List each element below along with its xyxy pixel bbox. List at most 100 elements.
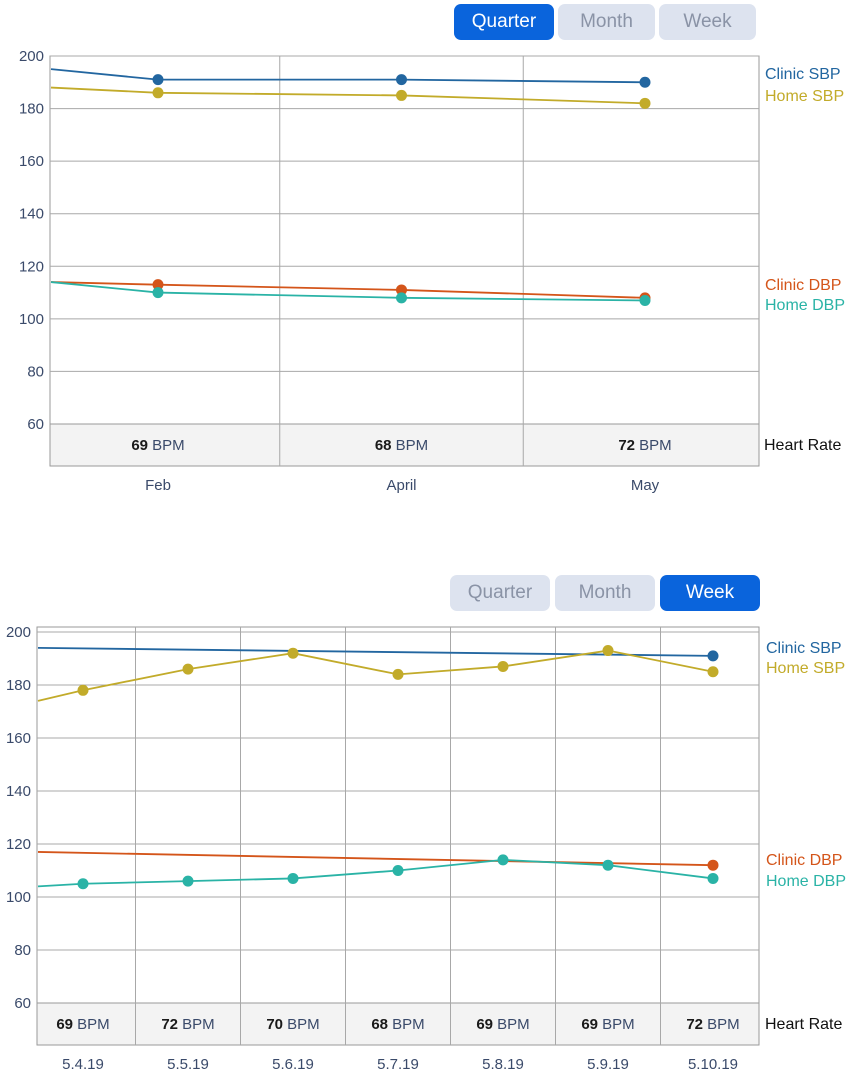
clinic-dbp-line	[37, 851, 714, 867]
bpm-number: 72	[161, 1016, 178, 1033]
x-tick-label: 5.8.19	[482, 1056, 524, 1073]
x-tick-label: May	[631, 477, 660, 494]
bpm-number: 69	[131, 437, 148, 454]
clinic-dbp-point	[707, 859, 719, 871]
home-sbp-line	[50, 86, 646, 105]
x-tick-label: 5.10.19	[688, 1056, 738, 1073]
clinic-sbp-line	[37, 647, 714, 657]
y-tick-label: 120	[6, 836, 31, 853]
home-sbp-point	[152, 87, 164, 99]
bpm-unit: BPM	[392, 437, 429, 454]
heart-rate-label: Heart Rate	[764, 437, 841, 454]
home-dbp-point	[287, 872, 299, 884]
y-tick-label: 180	[6, 677, 31, 694]
legend-clinic-sbp: Clinic SBP	[766, 640, 842, 657]
x-tick-label: Feb	[145, 477, 171, 494]
tab-quarter[interactable]: Quarter	[450, 575, 550, 611]
y-tick-label: 140	[19, 206, 44, 223]
x-tick-label: April	[386, 477, 416, 494]
bpm-number: 72	[686, 1016, 703, 1033]
heart-rate-value: 72 BPM	[686, 1016, 739, 1033]
y-tick-label: 200	[6, 624, 31, 641]
bpm-number: 70	[266, 1016, 283, 1033]
bpm-unit: BPM	[73, 1016, 110, 1033]
bpm-unit: BPM	[283, 1016, 320, 1033]
x-tick-label: 5.9.19	[587, 1056, 629, 1073]
week-chart-panel: Quarter Month Week 60 80 100 120 140 160 180 20…	[0, 568, 864, 1080]
y-tick-label: 60	[14, 995, 31, 1012]
bpm-number: 69	[476, 1016, 493, 1033]
x-tick-label: 5.6.19	[272, 1056, 314, 1073]
home-sbp-point	[602, 645, 614, 657]
y-tick-label: 80	[27, 363, 44, 380]
home-sbp-point	[707, 666, 719, 678]
bpm-number: 69	[581, 1016, 598, 1033]
home-sbp-point	[77, 684, 89, 696]
tab-week[interactable]: Week	[660, 575, 760, 611]
home-sbp-point	[182, 663, 194, 675]
heart-rate-band	[49, 423, 760, 467]
y-tick-label: 180	[19, 101, 44, 118]
heart-rate-band	[36, 1002, 760, 1046]
period-tabs: Quarter Month Week	[450, 575, 760, 611]
home-dbp-point	[396, 292, 407, 304]
week-line-chart: 60 80 100 120 140 160 180 200 5.4.19 5.5.19 5.6.19…	[6, 624, 846, 1073]
clinic-dbp-point	[152, 279, 164, 291]
bpm-unit: BPM	[178, 1016, 215, 1033]
legend-clinic-sbp: Clinic SBP	[765, 66, 841, 83]
y-tick-label: 160	[19, 153, 44, 170]
home-dbp-point	[639, 294, 651, 306]
heart-rate-value: 68 BPM	[371, 1016, 424, 1033]
legend-clinic-dbp: Clinic DBP	[765, 277, 841, 294]
bpm-number: 72	[618, 437, 635, 454]
tab-month[interactable]: Month	[558, 4, 655, 40]
heart-rate-label: Heart Rate	[765, 1016, 842, 1033]
bpm-number: 68	[375, 437, 392, 454]
x-tick-label: 5.4.19	[62, 1056, 104, 1073]
home-sbp-point	[396, 89, 407, 101]
bpm-number: 69	[56, 1016, 73, 1033]
legend-home-dbp: Home DBP	[766, 873, 846, 890]
heart-rate-value: 72 BPM	[618, 437, 671, 454]
heart-rate-value: 68 BPM	[375, 437, 428, 454]
y-tick-label: 80	[14, 942, 31, 959]
bpm-unit: BPM	[388, 1016, 425, 1033]
tab-week[interactable]: Week	[659, 4, 756, 40]
quarter-chart-panel: Quarter Month Week 60 80 100 120 140 160 180 20…	[0, 0, 864, 520]
bpm-number: 68	[371, 1016, 388, 1033]
bpm-unit: BPM	[635, 437, 672, 454]
clinic-sbp-line	[50, 68, 646, 84]
home-dbp-line	[50, 281, 646, 302]
home-sbp-point	[497, 660, 509, 672]
y-tick-label: 60	[27, 416, 44, 433]
home-dbp-point	[497, 854, 509, 866]
clinic-dbp-point	[396, 284, 407, 296]
heart-rate-value: 69 BPM	[476, 1016, 529, 1033]
home-dbp-point	[392, 865, 404, 876]
bpm-unit: BPM	[598, 1016, 635, 1033]
home-sbp-point	[639, 97, 651, 109]
bpm-unit: BPM	[703, 1016, 740, 1033]
bpm-unit: BPM	[493, 1016, 530, 1033]
clinic-sbp-point	[152, 74, 164, 86]
legend-home-dbp: Home DBP	[765, 297, 845, 314]
clinic-sbp-point	[707, 650, 719, 662]
legend-home-sbp: Home SBP	[765, 88, 844, 105]
heart-rate-value: 72 BPM	[161, 1016, 214, 1033]
y-tick-label: 140	[6, 783, 31, 800]
x-tick-label: 5.5.19	[167, 1056, 209, 1073]
clinic-sbp-point	[396, 74, 407, 86]
x-tick-label: 5.7.19	[377, 1056, 419, 1073]
tab-quarter[interactable]: Quarter	[454, 4, 554, 40]
clinic-sbp-point	[639, 76, 651, 88]
period-tabs: Quarter Month Week	[454, 4, 756, 40]
tab-month[interactable]: Month	[555, 575, 655, 611]
bpm-unit: BPM	[148, 437, 185, 454]
heart-rate-value: 69 BPM	[581, 1016, 634, 1033]
heart-rate-value: 69 BPM	[131, 437, 184, 454]
home-dbp-point	[77, 878, 89, 890]
y-tick-label: 160	[6, 730, 31, 747]
y-tick-label: 200	[19, 48, 44, 65]
home-dbp-point	[182, 875, 194, 887]
